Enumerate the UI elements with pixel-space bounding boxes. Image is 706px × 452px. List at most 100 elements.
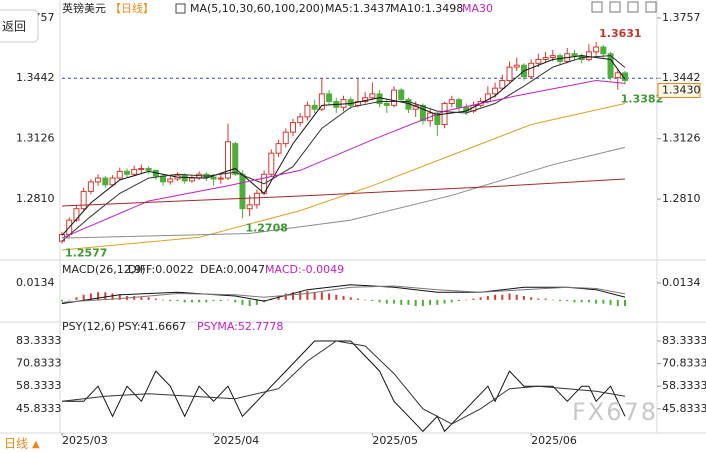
candle-body	[289, 122, 296, 133]
macd-bar	[335, 294, 338, 300]
instrument-title: 英镑美元	[62, 1, 106, 15]
macd-bar	[104, 292, 107, 300]
macd-bar	[486, 296, 489, 300]
y-tick-label: 70.8333	[16, 357, 62, 370]
indicator-label: MACD:-0.0049	[265, 263, 344, 276]
macd-bar	[530, 297, 533, 300]
candle-body	[145, 167, 152, 171]
macd-bar	[371, 299, 374, 302]
candle-body	[95, 177, 102, 183]
macd-bar	[306, 291, 309, 300]
macd-bar	[328, 293, 331, 300]
candle-body	[600, 46, 607, 55]
tool-icon[interactable]	[591, 1, 603, 13]
macd-bar	[602, 299, 605, 304]
tool-icon[interactable]	[645, 1, 657, 13]
indicator-label: MA(5,10,30,60,100,200)	[190, 2, 324, 15]
indicator-line	[61, 146, 626, 239]
candle-body	[326, 93, 333, 103]
indicator-label: DIFF:0.0022	[128, 263, 194, 276]
indicator-line	[61, 55, 626, 236]
y-tick-label-right: 70.8333	[662, 357, 706, 370]
candle-body	[622, 72, 628, 82]
macd-bar	[61, 299, 63, 302]
macd-bar	[457, 299, 460, 302]
tool-icon[interactable]	[627, 1, 639, 13]
macd-bar	[342, 296, 345, 300]
indicator-label: PSY(12,6)	[62, 320, 115, 333]
macd-bar	[68, 299, 71, 301]
candle-body	[492, 87, 499, 95]
back-button-label[interactable]: 返回	[2, 20, 26, 34]
toolbar-icons[interactable]	[591, 1, 657, 13]
candle-body	[210, 176, 217, 180]
y-tick-label: 58.3333	[16, 379, 62, 392]
macd-bar	[140, 297, 143, 300]
macd-bar	[349, 297, 352, 300]
y-tick-label-right: 83.3333	[662, 334, 706, 347]
candle-body	[391, 89, 398, 106]
y-tick-label: 0.0134	[16, 276, 55, 289]
candle-body	[614, 72, 621, 79]
macd-bar	[609, 299, 612, 305]
tool-icon[interactable]	[609, 1, 621, 13]
candle-body	[123, 170, 130, 175]
macd-bar	[472, 298, 475, 300]
footer-arrow[interactable]: ▲	[32, 439, 40, 450]
macd-bar	[414, 299, 417, 307]
macd-bar	[313, 292, 316, 300]
macd-bar	[400, 299, 403, 305]
candle-body	[528, 62, 535, 78]
macd-bar	[190, 299, 193, 303]
candle-body	[593, 46, 600, 53]
macd-bar	[356, 298, 359, 300]
macd-bar	[537, 298, 540, 300]
back-button-box[interactable]	[0, 9, 39, 43]
y-tick-label-right: 1.2810	[662, 192, 701, 205]
macd-bar	[147, 297, 150, 300]
macd-bar	[587, 299, 590, 303]
macd-bar	[595, 299, 598, 304]
indicator-line	[61, 340, 626, 425]
macd-bar	[515, 294, 518, 300]
macd-bar	[544, 298, 547, 300]
macd-bar	[443, 299, 446, 304]
back-button[interactable]: 返回	[0, 9, 39, 43]
macd-bar	[291, 292, 294, 300]
y-tick-label: 45.8333	[16, 402, 62, 415]
macd-bar	[219, 299, 222, 302]
candle-body	[304, 104, 311, 118]
indicator-line	[61, 79, 626, 239]
indicator-line	[61, 103, 626, 251]
macd-bar	[465, 299, 468, 301]
macd-bar	[212, 299, 215, 302]
macd-bar	[494, 294, 497, 300]
indicator-line	[61, 55, 626, 242]
indicator-label: DEA:0.0047	[200, 263, 265, 276]
macd-bar	[385, 299, 388, 304]
macd-bar	[551, 299, 554, 301]
candle-body	[116, 170, 123, 179]
y-tick-label: 83.3333	[16, 334, 62, 347]
indicator-label: MA5:1.3437	[325, 2, 391, 15]
macd-bar	[183, 299, 186, 303]
footer-period[interactable]: 日线	[4, 437, 28, 451]
macd-bar	[429, 299, 432, 305]
price-annotation: 1.2577	[65, 247, 107, 260]
candle-body	[217, 177, 224, 180]
y-tick-label-right: 1.3126	[662, 132, 701, 145]
candle-body	[73, 208, 80, 221]
macd-bar	[82, 294, 85, 300]
x-tick-label: 2025/06	[531, 434, 577, 447]
price-annotation: 1.3382	[621, 93, 663, 106]
indicator-label: MA30	[462, 2, 493, 15]
candle-body	[318, 93, 325, 110]
macd-bar	[169, 299, 172, 302]
macd-bar	[234, 299, 237, 303]
macd-bar	[241, 299, 244, 305]
indicator-label: PSYMA:52.7778	[197, 320, 283, 333]
macd-bar	[378, 299, 381, 303]
y-tick-label-right: 0.0134	[662, 276, 701, 289]
candle-body	[419, 104, 426, 122]
last-price-label: 1.3430	[662, 84, 701, 97]
